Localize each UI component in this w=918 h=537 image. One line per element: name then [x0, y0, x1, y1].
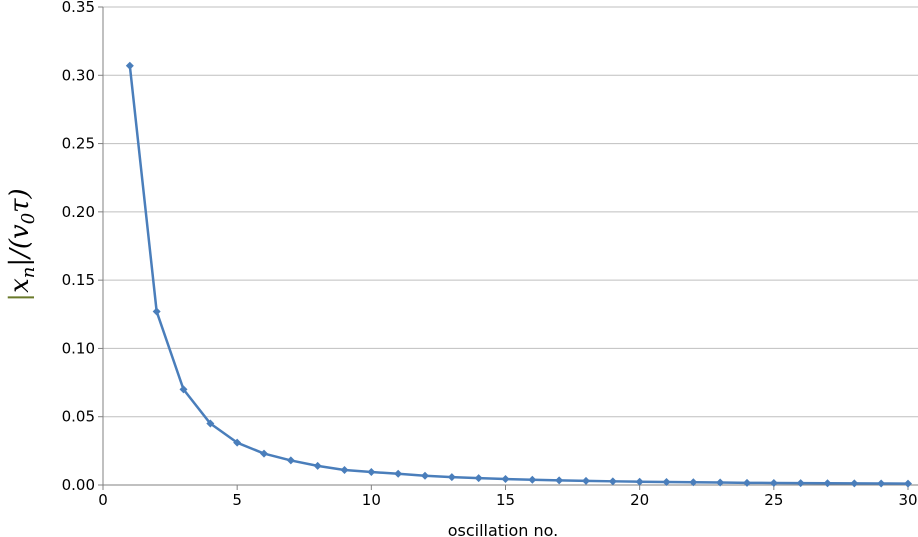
data-point-marker	[528, 475, 537, 484]
y-tick-label: 0.15	[62, 271, 95, 289]
x-tick-label: 10	[362, 491, 381, 509]
series-line	[128, 65, 909, 485]
data-point-marker	[206, 419, 215, 428]
x-tick-label: 30	[898, 491, 917, 509]
y-tick-label: 0.10	[62, 339, 95, 357]
data-point-marker	[394, 469, 403, 478]
y-tick-label: 0.35	[62, 0, 95, 16]
data-point-marker	[421, 471, 429, 480]
y-title-bar-right: |/(v	[5, 224, 35, 267]
data-point-marker	[233, 438, 242, 447]
x-tick-labels: 0 5 10 15 20 25 30	[98, 491, 917, 509]
data-point-marker	[877, 479, 886, 488]
data-point-marker	[662, 477, 671, 486]
svg-text:|xn|/(v0τ): |xn|/(v0τ)	[5, 188, 39, 301]
y-axis-title: |xn|/(v0τ)	[5, 188, 39, 301]
data-point-marker	[608, 477, 617, 486]
y-tick-label: 0.25	[62, 135, 95, 153]
y-title-tau: τ)	[5, 188, 35, 213]
y-title-bar-left: |	[5, 293, 35, 302]
data-point-marker	[340, 465, 349, 474]
data-point-marker	[743, 478, 751, 487]
x-tick-label: 0	[98, 491, 108, 509]
data-point-marker	[125, 61, 134, 70]
y-tick-labels: 0.00 0.05 0.10 0.15 0.20 0.25 0.30 0.35	[62, 0, 95, 494]
x-tick-label: 15	[496, 491, 515, 509]
data-point-marker	[582, 476, 590, 485]
data-point-marker	[474, 474, 483, 483]
data-point-marker	[152, 307, 161, 316]
x-axis-title: oscillation no.	[448, 521, 559, 537]
x-tick-label: 5	[232, 491, 242, 509]
data-point-marker	[823, 479, 832, 488]
y-title-zero: 0	[18, 213, 39, 224]
data-point-marker	[501, 474, 510, 483]
data-point-marker	[179, 385, 188, 394]
gridlines	[103, 6, 918, 418]
y-tick-label: 0.30	[62, 66, 95, 84]
data-point-marker	[447, 473, 456, 482]
series-group	[125, 61, 912, 488]
y-title-x: x	[5, 278, 35, 293]
y-tick-label: 0.20	[62, 203, 95, 221]
x-tick-label: 25	[764, 491, 783, 509]
axes	[98, 6, 918, 490]
x-tick-label: 20	[630, 491, 649, 509]
y-title-n: n	[18, 267, 39, 279]
y-tick-label: 0.00	[62, 476, 95, 494]
data-point-marker	[716, 478, 725, 487]
data-point-marker	[850, 479, 859, 488]
data-point-marker	[769, 478, 778, 487]
data-point-marker	[796, 479, 805, 488]
y-tick-label: 0.05	[62, 408, 95, 426]
data-point-marker	[904, 479, 912, 488]
data-point-marker	[367, 468, 376, 477]
data-point-marker	[313, 461, 322, 470]
data-point-marker	[689, 478, 698, 487]
data-point-marker	[635, 477, 644, 486]
data-point-marker	[555, 476, 564, 485]
data-point-marker	[286, 456, 295, 465]
data-point-marker	[260, 449, 268, 458]
